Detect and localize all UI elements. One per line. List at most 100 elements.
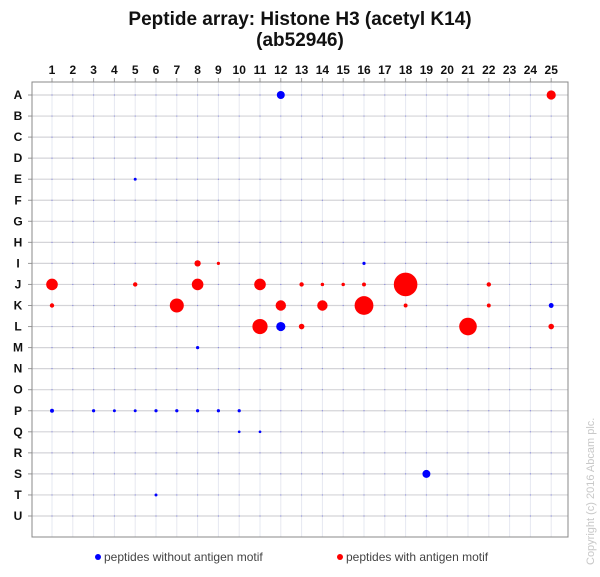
background-spot: [384, 304, 386, 307]
background-spot: [529, 220, 532, 222]
column-label: 13: [295, 63, 309, 77]
spot-L13: [298, 323, 305, 330]
background-spot: [529, 136, 532, 138]
background-spot: [342, 431, 344, 433]
background-spot: [363, 220, 365, 222]
background-spot: [259, 494, 261, 496]
spot-M8: [196, 346, 200, 350]
background-spot: [321, 220, 323, 222]
background-spot: [509, 515, 511, 517]
background-spot: [467, 262, 469, 264]
background-spot: [238, 304, 240, 307]
column-label: 5: [132, 63, 139, 77]
background-spot: [113, 304, 115, 307]
background-spot: [446, 494, 448, 496]
background-spot: [425, 241, 427, 243]
spot-A25: [546, 90, 556, 100]
background-spot: [197, 304, 199, 307]
background-spot: [217, 241, 219, 243]
background-spot: [155, 431, 157, 433]
background-spot: [238, 199, 240, 201]
background-spot: [301, 431, 303, 433]
background-spot: [217, 136, 219, 138]
background-spot: [384, 368, 386, 370]
background-spot: [488, 178, 490, 180]
background-spot: [550, 220, 552, 222]
background-spot: [467, 389, 469, 391]
background-spot: [384, 157, 386, 159]
background-spot: [405, 431, 407, 433]
background-spot: [363, 241, 365, 243]
background-spot: [384, 410, 386, 412]
background-spot: [176, 515, 178, 517]
background-spot: [238, 178, 240, 180]
background-spot: [342, 241, 344, 243]
background-spot: [217, 325, 219, 328]
background-spot: [72, 494, 74, 496]
background-spot: [259, 241, 261, 243]
column-label: 8: [194, 63, 201, 77]
background-spot: [488, 262, 490, 264]
background-spot: [342, 220, 344, 222]
background-spot: [217, 431, 219, 433]
column-label: 18: [399, 63, 413, 77]
background-spot: [405, 410, 407, 412]
background-spot: [529, 410, 532, 412]
spot-P6: [154, 409, 158, 413]
background-spot: [321, 136, 323, 138]
background-spot: [259, 410, 261, 412]
background-spot: [155, 220, 157, 222]
background-spot: [72, 115, 74, 117]
background-spot: [197, 94, 199, 96]
background-spot: [51, 347, 53, 349]
background-spot: [529, 347, 532, 349]
background-spot: [446, 452, 448, 454]
background-spot: [51, 473, 53, 475]
column-label: 17: [378, 63, 392, 77]
spot-J8: [191, 278, 204, 291]
background-spot: [51, 325, 53, 328]
background-spot: [176, 136, 178, 138]
background-spot: [488, 515, 490, 517]
background-spot: [446, 304, 448, 307]
background-spot: [72, 431, 74, 433]
column-label: 22: [482, 63, 496, 77]
background-spot: [197, 115, 199, 117]
background-spot: [134, 241, 136, 243]
background-spot: [384, 94, 386, 96]
background-spot: [342, 494, 344, 496]
background-spot: [363, 515, 365, 517]
background-spot: [197, 389, 199, 391]
background-spot: [467, 473, 469, 475]
background-spot: [363, 494, 365, 496]
background-spot: [51, 389, 53, 391]
background-spot: [72, 283, 74, 286]
spot-K18: [403, 303, 408, 308]
background-spot: [93, 283, 95, 286]
background-spot: [446, 94, 448, 96]
background-spot: [197, 431, 199, 433]
background-spot: [134, 94, 136, 96]
background-spot: [550, 389, 552, 391]
background-spot: [488, 473, 490, 475]
background-spot: [134, 473, 136, 475]
background-spot: [217, 199, 219, 201]
background-spot: [321, 241, 323, 243]
spot-K25: [548, 303, 554, 308]
background-spot: [93, 178, 95, 180]
background-spot: [446, 220, 448, 222]
background-spot: [301, 262, 303, 264]
column-label: 12: [274, 63, 288, 77]
background-spot: [342, 473, 344, 475]
background-spot: [113, 136, 115, 138]
background-spot: [51, 431, 53, 433]
background-spot: [197, 157, 199, 159]
background-spot: [280, 199, 282, 201]
background-spot: [155, 283, 157, 286]
background-spot: [509, 347, 511, 349]
spot-L12: [276, 321, 286, 332]
spot-P7: [175, 409, 179, 413]
background-spot: [363, 452, 365, 454]
column-label: 1: [49, 63, 56, 77]
background-spot: [550, 494, 552, 496]
